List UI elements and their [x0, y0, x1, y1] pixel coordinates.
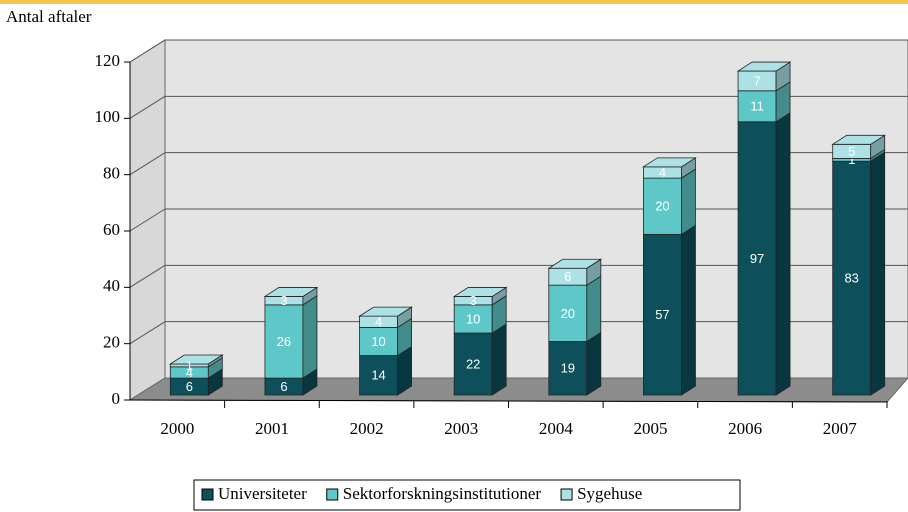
- value-label: 10: [371, 334, 385, 349]
- bar-side: [586, 275, 602, 343]
- bar-top: [263, 287, 319, 297]
- legend-swatch: [201, 488, 214, 501]
- value-label: 14: [371, 368, 385, 383]
- x-tick-label: 2000: [160, 419, 194, 438]
- grid-line: [129, 208, 166, 232]
- y-tick-label: 80: [103, 164, 120, 183]
- value-label: 5: [848, 144, 855, 159]
- value-label: 4: [659, 165, 666, 180]
- bar-side: [870, 151, 886, 396]
- value-label: 19: [561, 361, 575, 376]
- grid-line: [129, 321, 166, 345]
- x-tick-label: 2006: [728, 419, 762, 438]
- grid-line: [129, 152, 166, 176]
- x-tick-label: 2004: [539, 419, 574, 438]
- bar-segment: [643, 234, 682, 396]
- value-label: 6: [186, 379, 193, 394]
- value-label: 3: [470, 293, 477, 308]
- legend-label: Universiteter: [218, 484, 307, 503]
- grid-line: [129, 39, 166, 63]
- value-label: 6: [280, 379, 287, 394]
- bar-segment: [737, 90, 777, 123]
- bar-segment: [548, 341, 588, 396]
- value-label: 57: [655, 307, 669, 322]
- y-tick-label: 40: [103, 276, 120, 295]
- value-label: 11: [750, 99, 764, 114]
- bar-top: [358, 306, 413, 317]
- legend-swatch: [326, 488, 339, 501]
- value-label: 20: [655, 199, 669, 214]
- grid-line: [129, 264, 166, 288]
- legend-label: Sektorforskningsinstitutioner: [343, 484, 542, 503]
- value-label: 10: [466, 311, 480, 326]
- bar-top: [547, 258, 603, 269]
- legend-label: Sygehuse: [577, 484, 642, 503]
- legend: [193, 479, 741, 511]
- value-label: 22: [466, 356, 480, 371]
- value-label: 4: [186, 365, 193, 380]
- y-tick-label: 20: [103, 333, 120, 352]
- value-label: 26: [277, 334, 291, 349]
- floor: [128, 377, 908, 403]
- value-label: 1: [848, 152, 855, 167]
- value-label: 3: [280, 293, 287, 308]
- bar-segment: [548, 284, 588, 342]
- value-label: 1: [186, 358, 193, 373]
- bar-segment: [643, 177, 682, 235]
- y-tick-label: 60: [103, 220, 120, 239]
- value-label: 97: [750, 251, 764, 266]
- bar-segment: [453, 304, 493, 334]
- bar-side: [491, 323, 507, 396]
- bar-side: [775, 112, 791, 396]
- value-label: 20: [561, 306, 575, 321]
- x-tick-label: 2003: [444, 419, 478, 438]
- x-tick-label: 2007: [823, 419, 858, 438]
- y-axis-label: Antal aftaler: [6, 7, 92, 26]
- bar-segment: [453, 332, 493, 396]
- bar-segment: [359, 355, 398, 396]
- bar-top: [831, 134, 887, 145]
- bar-top: [736, 61, 792, 72]
- value-label: 6: [564, 269, 571, 284]
- value-label: 83: [844, 271, 858, 286]
- value-label: 4: [375, 314, 382, 329]
- value-label: 7: [753, 73, 760, 88]
- x-tick-label: 2002: [350, 419, 384, 438]
- bar-side: [681, 224, 696, 396]
- top-strip: [0, 0, 908, 4]
- bar-segment: [359, 326, 398, 356]
- y-tick-label: 120: [95, 51, 121, 70]
- bar-side: [586, 331, 602, 396]
- bar-segment: [737, 121, 777, 396]
- grid-line: [129, 95, 166, 119]
- x-tick-label: 2005: [633, 419, 667, 438]
- bar-top: [452, 287, 508, 297]
- bar-side: [681, 168, 696, 236]
- bar-segment: [264, 304, 304, 379]
- y-tick-label: 0: [112, 389, 121, 408]
- y-tick-label: 100: [95, 107, 121, 126]
- bar-segment: [832, 160, 872, 396]
- bar-top: [642, 157, 697, 168]
- legend-swatch: [560, 488, 573, 501]
- x-tick-label: 2001: [255, 419, 289, 438]
- bar-top: [168, 354, 224, 365]
- bar-side: [302, 295, 318, 379]
